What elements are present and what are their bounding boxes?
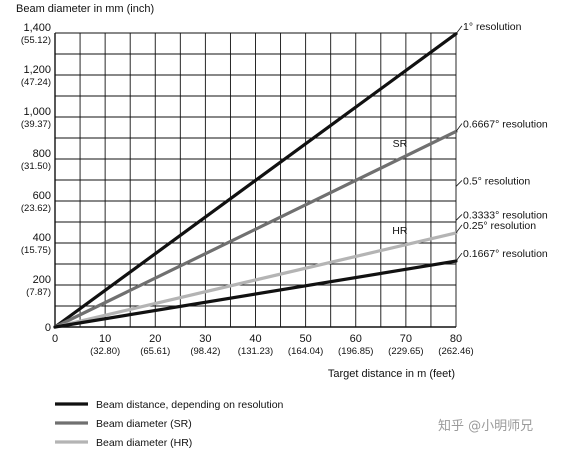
y-tick-label: 1,000 <box>23 106 51 118</box>
x-tick-sublabel: (65.61) <box>140 346 170 357</box>
series-line-hr <box>53 231 458 329</box>
x-tick-sublabel: (32.80) <box>90 346 120 357</box>
label-leader-line <box>455 123 463 132</box>
y-axis-title: Beam diameter in mm (inch) <box>16 3 154 15</box>
x-tick-sublabel: (98.42) <box>190 346 220 357</box>
series-lines <box>53 32 458 329</box>
y-tick-label: 200 <box>33 274 51 286</box>
y-tick-label: 400 <box>33 232 51 244</box>
x-axis-ticks: 0 10(32.80) 20(65.61) 30(98.42) 40(131.23) 50… <box>52 333 474 357</box>
y-tick-sublabel: (31.50) <box>21 161 51 172</box>
x-tick-label: 10 <box>99 333 111 345</box>
x-tick-sublabel: (196.85) <box>338 346 373 357</box>
legend-label: Beam diameter (HR) <box>96 437 192 449</box>
x-tick-label: 80 <box>450 333 462 345</box>
y-tick-label: 0 <box>45 322 51 334</box>
legend-label: Beam distance, depending on resolution <box>96 399 284 411</box>
label-leader-line <box>455 180 463 187</box>
x-tick-sublabel: (229.65) <box>388 346 423 357</box>
legend-label: Beam diameter (SR) <box>96 418 192 430</box>
y-tick-sublabel: (39.37) <box>21 119 51 130</box>
y-tick-sublabel: (47.24) <box>21 77 51 88</box>
x-tick-label: 0 <box>52 333 58 345</box>
x-tick-sublabel: (262.46) <box>438 346 473 357</box>
legend: Beam distance, depending on resolution Be… <box>55 399 284 449</box>
resolution-label: 0.5° resolution <box>463 175 530 187</box>
series-tag-hr: HR <box>392 225 408 237</box>
y-tick-sublabel: (15.75) <box>21 245 51 256</box>
x-tick-label: 40 <box>249 333 261 345</box>
series-line-sr <box>53 129 458 329</box>
x-tick-label: 30 <box>199 333 211 345</box>
x-tick-label: 50 <box>300 333 312 345</box>
series-line-distance <box>53 259 458 329</box>
x-tick-label: 70 <box>400 333 412 345</box>
label-leader-line <box>455 224 463 234</box>
x-axis-title: Target distance in m (feet) <box>328 368 455 380</box>
watermark: 知乎 @小明师兄 <box>438 418 533 434</box>
y-tick-sublabel: (7.87) <box>26 287 51 298</box>
y-tick-label: 600 <box>33 190 51 202</box>
series-line-distance <box>53 32 458 329</box>
series-tag-sr: SR <box>393 138 408 150</box>
resolution-label: 0.1667° resolution <box>463 248 548 260</box>
x-tick-sublabel: (164.04) <box>288 346 323 357</box>
resolution-label: 0.3333° resolution <box>463 209 548 221</box>
resolution-labels: 1° resolution 0.6667° resolution SR 0.25° r… <box>392 21 548 262</box>
y-tick-sublabel: (23.62) <box>21 203 51 214</box>
y-axis-ticks: 0 200(7.87) 400(15.75) 600(23.62) 800(31.50)… <box>21 22 51 334</box>
y-tick-label: 1,200 <box>23 64 51 76</box>
resolution-label: 1° resolution <box>463 21 522 33</box>
x-tick-label: 20 <box>149 333 161 345</box>
x-tick-label: 60 <box>350 333 362 345</box>
x-tick-sublabel: (131.23) <box>238 346 273 357</box>
y-tick-label: 800 <box>33 148 51 160</box>
resolution-label: 0.6667° resolution <box>463 118 548 130</box>
label-leader-line <box>455 252 463 262</box>
resolution-label: 0.25° resolution <box>463 220 536 232</box>
label-leader-line <box>455 214 463 221</box>
y-tick-label: 1,400 <box>23 22 51 34</box>
y-tick-sublabel: (55.12) <box>21 35 51 46</box>
label-leader-line <box>455 25 463 35</box>
